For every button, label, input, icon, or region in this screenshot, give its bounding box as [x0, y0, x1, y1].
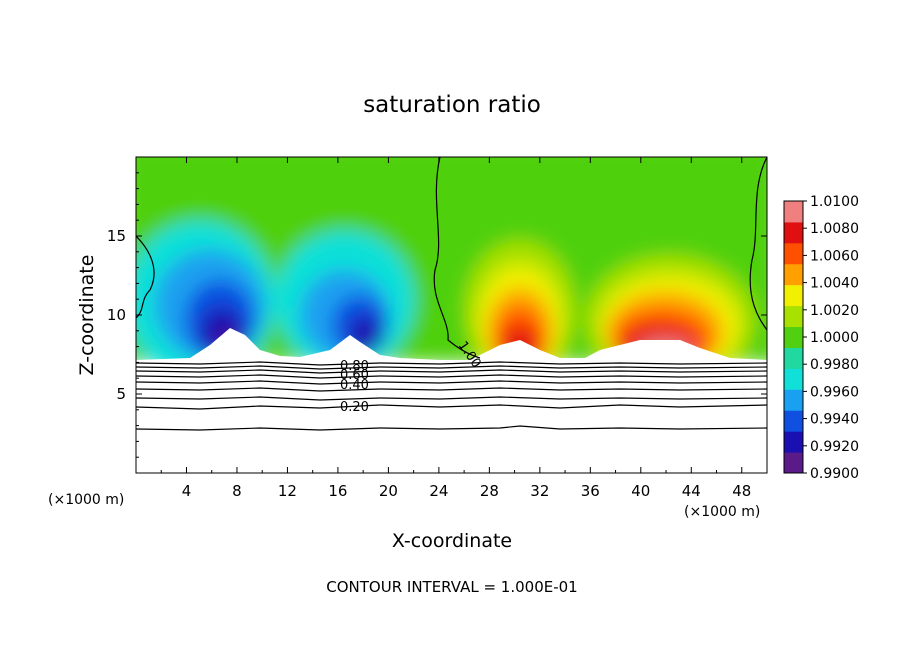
x-tick-label: 32 — [530, 482, 549, 500]
x-unit-right: (×1000 m) — [684, 504, 760, 520]
contour-line-1-00 — [433, 157, 481, 359]
x-axis: 4 8 12 16 20 24 28 32 36 40 44 48 — [160, 157, 751, 500]
x-tick-label: 48 — [732, 482, 751, 500]
contour-lines — [136, 157, 767, 431]
colorbar-swatch — [784, 431, 803, 453]
colorbar-label: 0.9900 — [810, 466, 859, 482]
x-unit-left: (×1000 m) — [48, 492, 124, 508]
colorbar-label: 0.9940 — [810, 412, 859, 428]
contour-label: 0.60 — [340, 368, 369, 383]
x-tick-label: 4 — [182, 482, 192, 500]
saturation-field — [136, 157, 767, 385]
colorbar-swatch — [784, 368, 803, 390]
x-tick-label: 28 — [480, 482, 499, 500]
y-tick-label: 5 — [116, 385, 126, 403]
colorbar-label: 0.9980 — [810, 357, 859, 373]
x-tick-label: 16 — [328, 482, 347, 500]
colorbar-label: 0.9920 — [810, 439, 859, 455]
y-tick-label: 15 — [107, 227, 126, 245]
contour-interval-label: CONTOUR INTERVAL = 1.000E-01 — [326, 578, 577, 596]
y-tick-label: 10 — [107, 306, 126, 324]
y-axis: 5 10 15 — [107, 172, 767, 458]
colorbar-swatch — [784, 326, 803, 348]
colorbar-swatch — [784, 263, 803, 286]
clear-region — [136, 328, 767, 362]
colorbar-swatch — [784, 452, 803, 474]
colorbar-swatch — [784, 284, 803, 307]
colorbar-label: 1.0040 — [810, 276, 859, 292]
colorbar-swatch — [784, 347, 803, 369]
colorbar-swatch — [784, 410, 803, 432]
y-axis-label: Z-coordinate — [76, 255, 98, 376]
contour-label: 0.80 — [340, 359, 369, 374]
plot-area — [136, 157, 767, 473]
x-tick-label: 44 — [682, 482, 701, 500]
colorbar-swatch — [784, 389, 803, 411]
contour-label: 0.20 — [340, 400, 369, 415]
colorbar-label: 0.9960 — [810, 384, 859, 400]
colorbar: 0.9900 0.9920 0.9940 0.9960 0.9980 1.0000 1.00… — [783, 194, 859, 482]
lower-layer — [136, 360, 767, 473]
contour-label: 0.40 — [340, 378, 369, 393]
x-tick-label: 12 — [278, 482, 297, 500]
contour-line-1-00-right — [749, 157, 767, 331]
colorbar-swatch — [784, 242, 803, 265]
x-axis-label: X-coordinate — [392, 530, 512, 552]
colorbar-swatch — [784, 201, 803, 223]
x-tick-label: 24 — [429, 482, 448, 500]
colorbar-label: 1.0020 — [810, 303, 859, 319]
x-tick-label: 36 — [581, 482, 600, 500]
contour-labels: 1.00 0.80 0.60 0.40 0.20 — [340, 339, 484, 415]
x-tick-label: 40 — [631, 482, 650, 500]
colorbar-label: 1.0100 — [810, 194, 859, 210]
x-tick-label: 20 — [379, 482, 398, 500]
contour-line-1-00-left — [136, 235, 155, 319]
colorbar-swatch — [784, 305, 803, 328]
colorbar-label: 1.0000 — [810, 330, 859, 346]
colorbar-swatch — [784, 221, 803, 244]
colorbar-label: 1.0060 — [810, 248, 859, 264]
x-tick-label: 8 — [232, 482, 242, 500]
chart-title: saturation ratio — [363, 92, 541, 118]
colorbar-label: 1.0080 — [810, 221, 859, 237]
